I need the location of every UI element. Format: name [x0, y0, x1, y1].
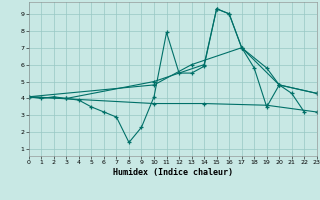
X-axis label: Humidex (Indice chaleur): Humidex (Indice chaleur) [113, 168, 233, 177]
